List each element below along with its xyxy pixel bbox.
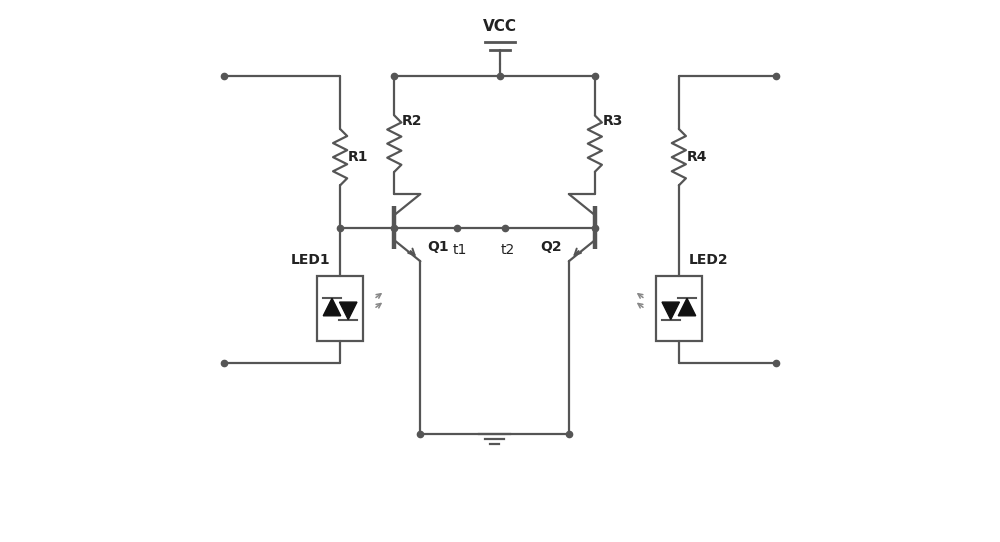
Text: R2: R2 (402, 114, 422, 128)
Text: R4: R4 (686, 150, 707, 164)
Polygon shape (662, 302, 679, 320)
Text: LED2: LED2 (689, 253, 728, 267)
Polygon shape (340, 302, 357, 320)
Text: R1: R1 (348, 150, 368, 164)
Text: LED1: LED1 (290, 253, 330, 267)
Polygon shape (323, 298, 341, 316)
Bar (656, 276, 702, 341)
Text: Q1: Q1 (427, 240, 448, 254)
Text: R3: R3 (602, 114, 623, 128)
Text: Q2: Q2 (541, 240, 562, 254)
Polygon shape (678, 298, 696, 316)
Text: t1: t1 (452, 243, 467, 257)
Text: t2: t2 (501, 243, 515, 257)
Bar (317, 276, 363, 341)
Text: VCC: VCC (483, 19, 517, 34)
